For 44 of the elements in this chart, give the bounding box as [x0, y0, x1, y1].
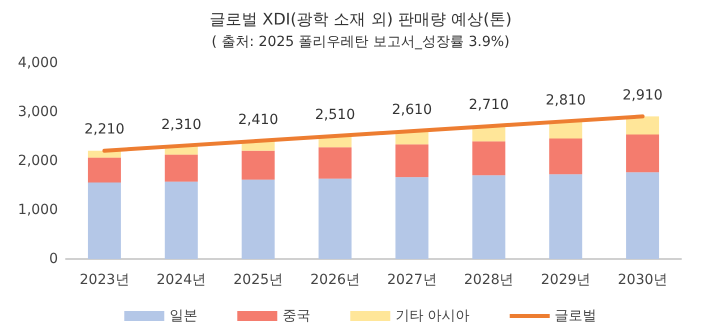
x-tick-label: 2024년	[156, 272, 206, 288]
bar	[395, 177, 428, 259]
legend-label: 중국	[282, 308, 310, 324]
x-tick-label: 2026년	[310, 272, 360, 288]
bar	[164, 182, 198, 259]
bar	[549, 138, 582, 174]
data-label: 2,210	[84, 122, 124, 138]
bar	[626, 116, 660, 135]
bar	[472, 175, 506, 259]
data-label: 2,310	[161, 116, 202, 133]
y-tick-label: 3,000	[18, 104, 58, 120]
legend-label: 기타 아시아	[395, 308, 470, 324]
data-label: 2,810	[546, 92, 586, 108]
data-label: 2,510	[315, 107, 356, 124]
data-label: 2,710	[468, 97, 509, 114]
bar	[626, 172, 660, 259]
y-tick-label: 0	[49, 251, 58, 267]
x-tick-label: 2025년	[233, 272, 284, 288]
bar	[164, 154, 198, 182]
bar	[626, 134, 660, 172]
x-tick-label: 2029년	[540, 272, 591, 288]
x-tick-label: 2027년	[387, 272, 437, 288]
bar	[318, 178, 352, 259]
chart-title: 글로벌 XDI(광학 소재 외) 판매량 예상(톤)	[209, 10, 512, 28]
legend-label: 글로벌	[554, 308, 597, 324]
x-tick-label: 2023년	[80, 272, 130, 288]
y-tick-label: 2,000	[18, 153, 58, 169]
bar	[242, 150, 275, 180]
x-tick-label: 2030년	[618, 272, 668, 288]
bar	[88, 158, 121, 183]
bar	[318, 147, 352, 179]
bar	[242, 180, 275, 259]
bar	[395, 144, 428, 178]
data-label: 2,610	[392, 102, 432, 118]
bar	[88, 182, 121, 259]
chart-subtitle: ( 출처: 2025 폴리우레탄 보고서_성장률 3.9%)	[211, 34, 510, 50]
legend-label: 일본	[169, 308, 198, 324]
y-tick-label: 4,000	[18, 55, 58, 71]
bar	[472, 141, 506, 176]
x-tick-label: 2028년	[464, 272, 514, 288]
bar	[549, 174, 582, 259]
y-tick-label: 1,000	[18, 202, 58, 218]
data-label: 2,410	[238, 112, 278, 128]
data-label: 2,910	[622, 87, 663, 104]
